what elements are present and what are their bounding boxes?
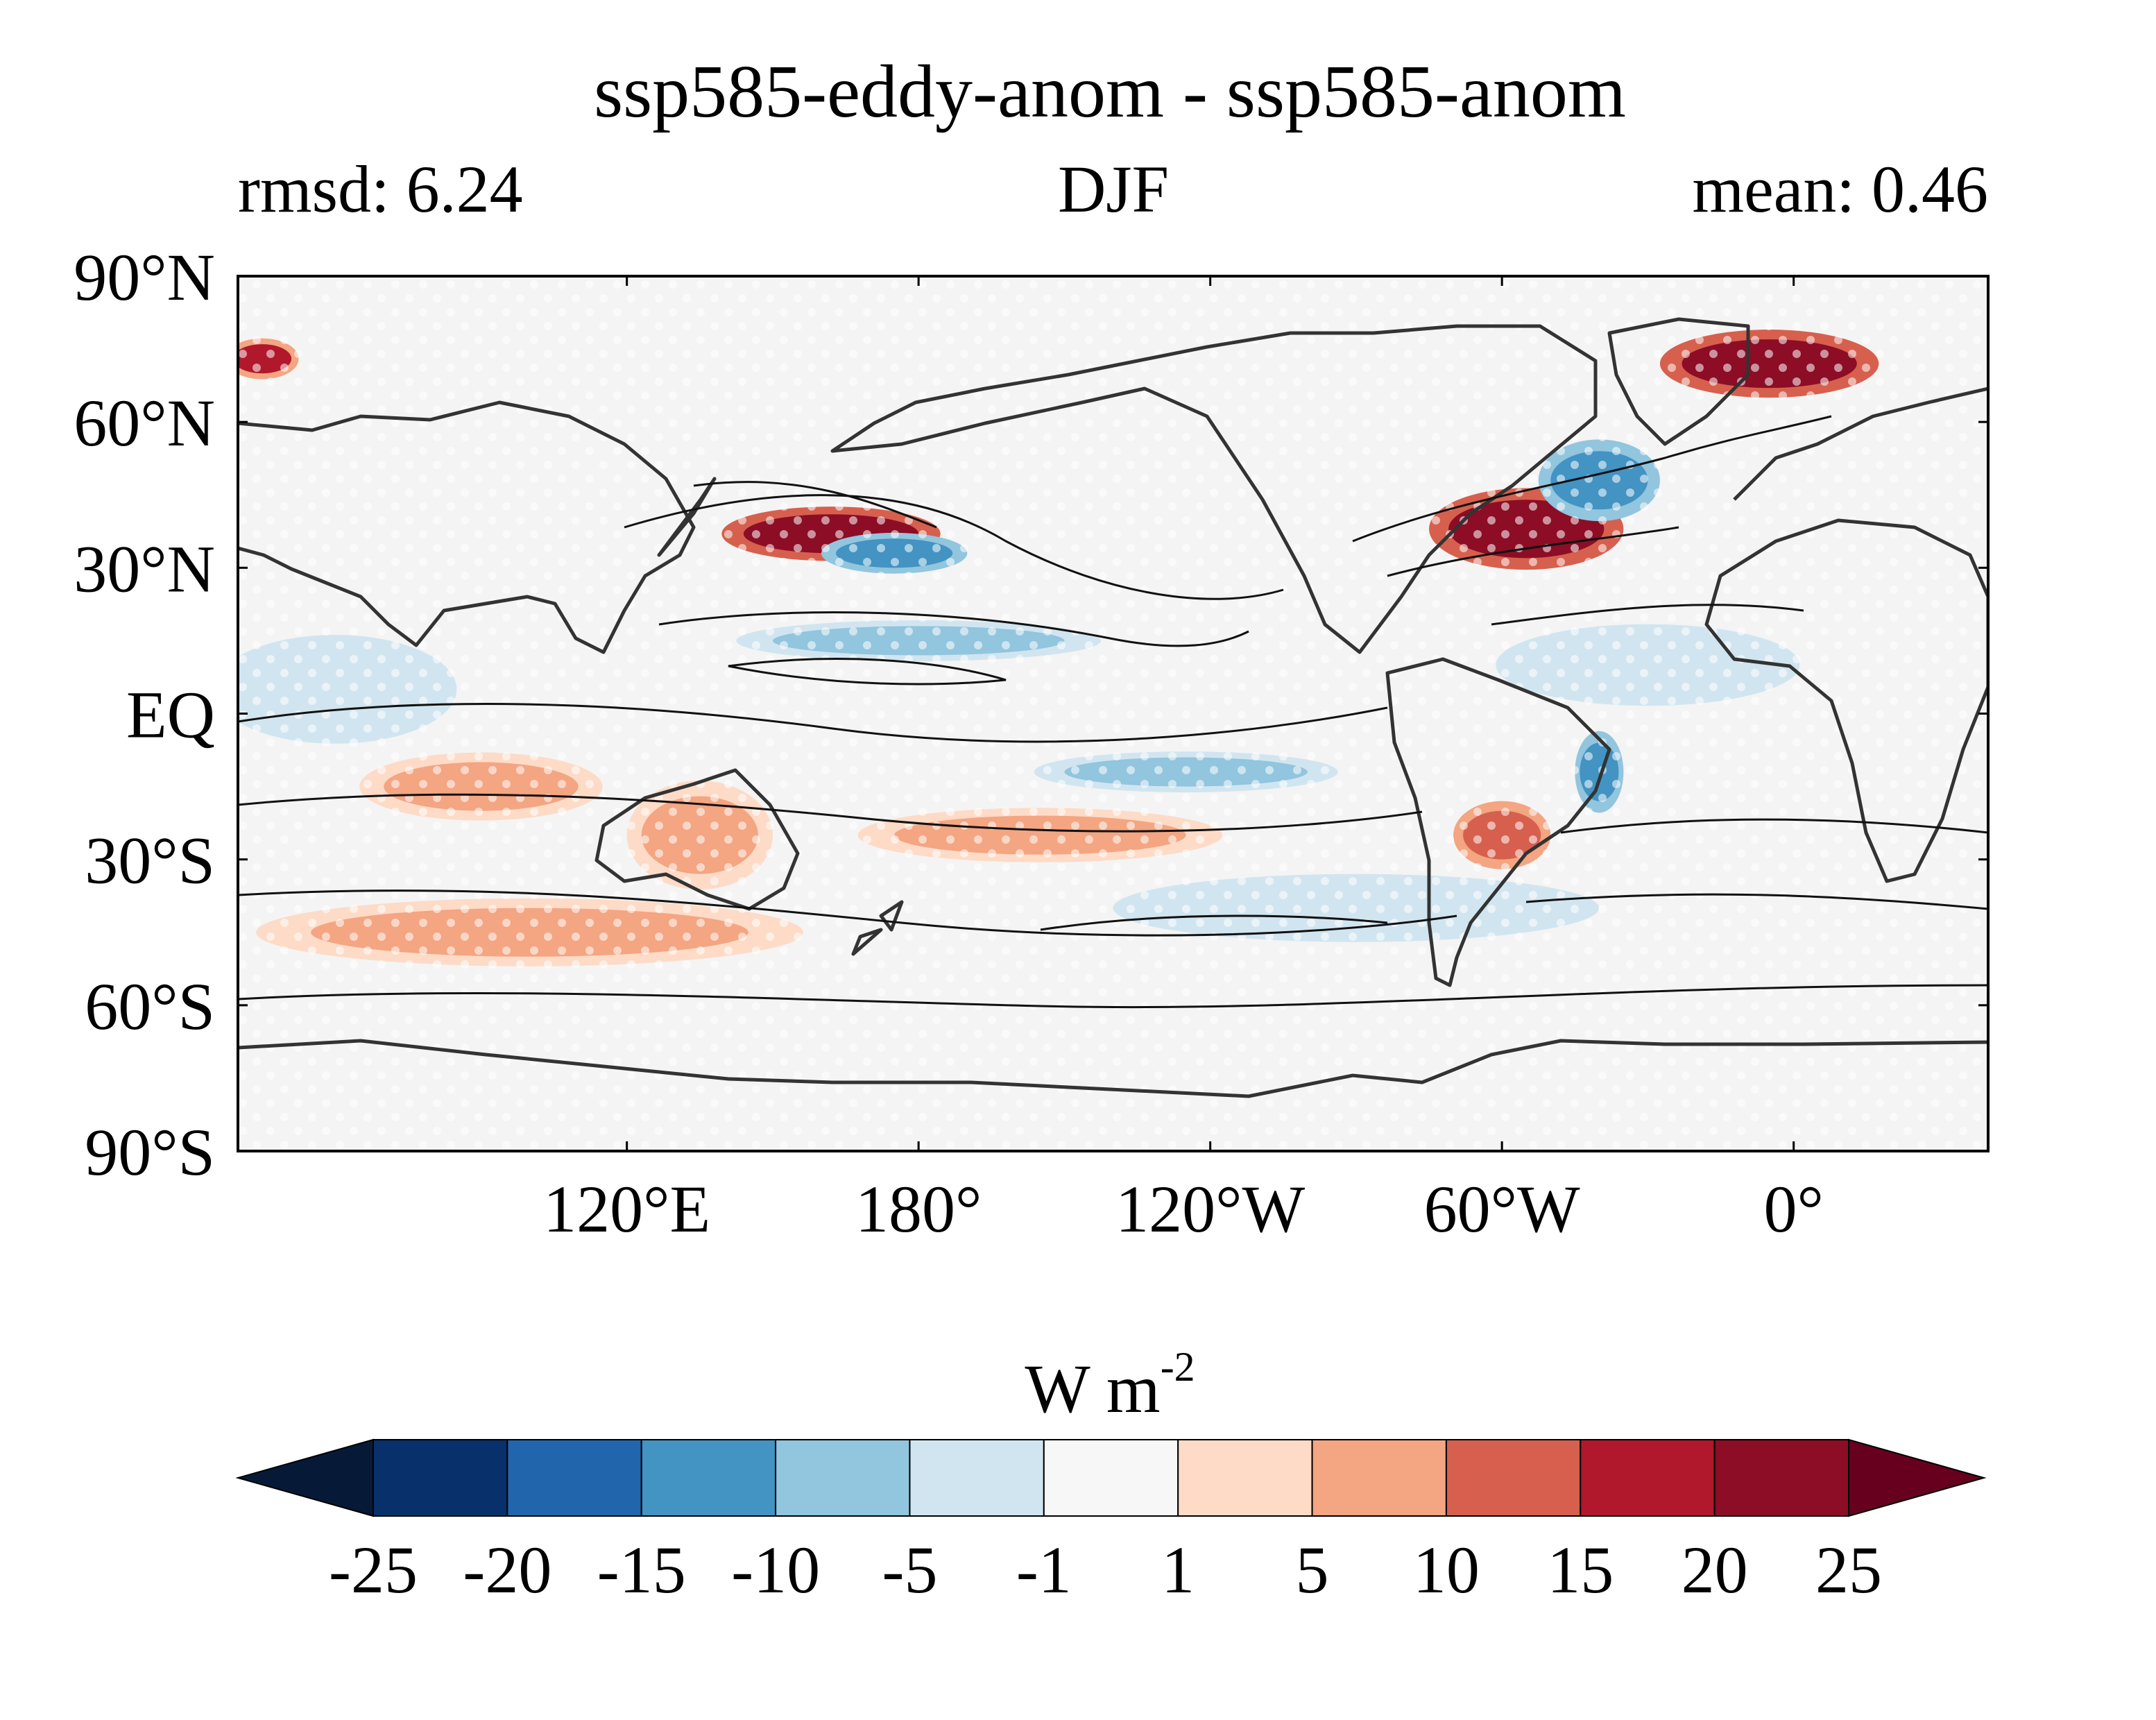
lat-tick-label: 60°S <box>85 969 215 1044</box>
coastline-eurasia <box>238 400 696 654</box>
colorbar-bin <box>1445 1439 1582 1517</box>
climatology-contours <box>238 415 1988 1009</box>
colorbar-tick-label: 15 <box>1547 1533 1614 1607</box>
colorbar-bin <box>373 1439 508 1517</box>
colorbar-bin <box>1043 1439 1179 1517</box>
colorbar-bin <box>1580 1439 1716 1517</box>
coastlines <box>238 317 1988 1098</box>
colorbar-tick-label: -25 <box>329 1533 418 1607</box>
colorbar-tick-label: 1 <box>1161 1533 1195 1607</box>
lon-tick-label: 0° <box>1763 1172 1823 1246</box>
lon-tick-label: 120°E <box>543 1172 710 1246</box>
colorbar-tick-label: 20 <box>1682 1533 1748 1607</box>
lat-tick-label: 90°N <box>74 240 215 314</box>
axis-ticks <box>238 275 1988 1152</box>
colorbar-bin <box>640 1439 777 1517</box>
colorbar-unit: W m-2 <box>1025 1344 1195 1427</box>
colorbar-extend-high <box>1848 1438 1987 1517</box>
colorbar-bin <box>909 1439 1045 1517</box>
figure-title: ssp585-eddy-anom - ssp585-anom <box>594 51 1626 133</box>
colorbar-tick-label: 25 <box>1815 1533 1882 1607</box>
coastline-south-america <box>1385 657 1611 987</box>
colorbar-extend-low <box>235 1438 374 1517</box>
lon-tick-label: 180° <box>855 1172 982 1246</box>
lat-tick-label: EQ <box>126 678 215 752</box>
colorbar-tick-label: -15 <box>597 1533 686 1607</box>
colorbar-tick-labels: -25 -20 -15 -10 -5 -1 1 5 10 15 20 25 <box>329 1533 1882 1607</box>
coastline-greenland <box>1607 317 1750 446</box>
colorbar-bin <box>775 1439 911 1517</box>
colorbar-bin <box>1713 1439 1850 1517</box>
colorbar-tick-label: 5 <box>1296 1533 1329 1607</box>
axis-tick-labels: 90°N 60°N 30°N EQ 30°S 60°S 90°S 120°E 180° 120°W… <box>74 240 1824 1246</box>
colorbar-bin <box>1311 1439 1447 1517</box>
lat-tick-label: 60°N <box>74 386 215 460</box>
coastline-japan <box>657 477 717 557</box>
coastline-new-zealand <box>851 900 904 956</box>
map-panel: 90°N 60°N 30°N EQ 30°S 60°S 90°S 120°E 180° 120°W… <box>74 240 1990 1246</box>
significance-stippling <box>238 276 1988 1151</box>
colorbar-bin <box>506 1439 642 1517</box>
colorbar-tick-label: 10 <box>1413 1533 1480 1607</box>
lat-tick-label: 30°N <box>74 531 215 606</box>
mean-label: mean: 0.46 <box>1692 152 1988 226</box>
colorbar-bin <box>1177 1439 1313 1517</box>
colorbar-tick-label: -20 <box>463 1533 551 1607</box>
lon-tick-label: 60°W <box>1424 1172 1580 1246</box>
coastline-australia <box>594 768 800 911</box>
lat-tick-label: 90°S <box>85 1115 215 1189</box>
rmsd-label: rmsd: 6.24 <box>238 152 523 226</box>
lat-tick-label: 30°S <box>85 824 215 898</box>
colorbar-unit-exponent: -2 <box>1161 1344 1195 1390</box>
coastline-north-america <box>830 324 1598 654</box>
coastline-africa <box>1704 518 1988 883</box>
season-label: DJF <box>1058 152 1169 226</box>
colorbar-bins <box>235 1438 1987 1517</box>
colorbar-tick-label: -1 <box>1016 1533 1072 1607</box>
colorbar-unit-base: W m <box>1025 1350 1160 1427</box>
coastline-antarctica <box>238 1039 1988 1098</box>
colorbar-tick-label: -5 <box>882 1533 937 1607</box>
colorbar-tick-label: -10 <box>731 1533 820 1607</box>
colorbar: W m-2 -25 -20 -15 -10 -5 -1 1 5 10 15 20 25 <box>235 1344 1987 1607</box>
coastline-europe <box>1733 386 1988 501</box>
lon-tick-label: 120°W <box>1115 1172 1305 1246</box>
